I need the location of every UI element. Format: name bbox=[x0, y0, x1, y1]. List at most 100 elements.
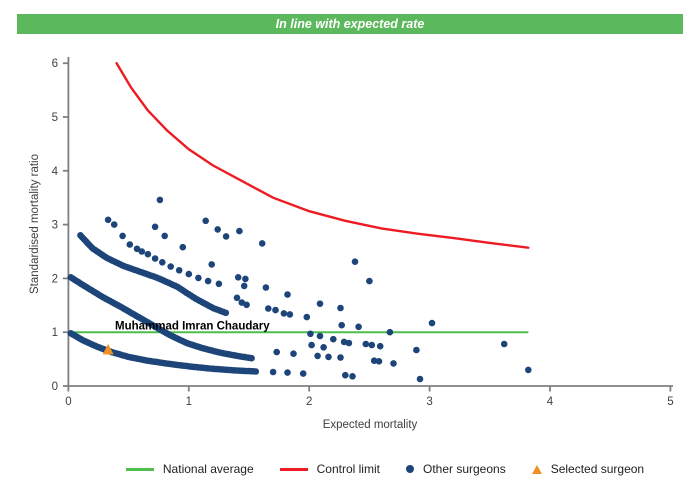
control-limit-line-icon bbox=[279, 467, 308, 471]
surgeon-point[interactable] bbox=[390, 360, 397, 367]
status-banner: In line with expected rate bbox=[17, 14, 683, 34]
surgeon-point[interactable] bbox=[345, 339, 353, 347]
surgeon-point[interactable] bbox=[386, 328, 394, 336]
y-tick-label: 3 bbox=[52, 220, 58, 232]
surgeon-point[interactable] bbox=[330, 335, 337, 343]
surgeon-point[interactable] bbox=[233, 294, 241, 302]
surgeon-point[interactable] bbox=[236, 227, 243, 235]
selected-surgeon-marker[interactable] bbox=[102, 343, 114, 355]
surgeon-point[interactable] bbox=[214, 226, 221, 233]
surgeon-point[interactable] bbox=[376, 342, 384, 350]
surgeon-point[interactable] bbox=[195, 274, 202, 282]
surgeon-point[interactable] bbox=[252, 368, 260, 375]
legend-label: Control limit bbox=[316, 462, 380, 476]
surgeon-point[interactable] bbox=[138, 248, 146, 255]
surgeon-point[interactable] bbox=[144, 250, 152, 258]
surgeon-point[interactable] bbox=[222, 233, 230, 240]
x-tick-label: 1 bbox=[186, 396, 192, 408]
surgeon-point[interactable] bbox=[151, 223, 159, 231]
y-tick-label: 6 bbox=[52, 58, 58, 70]
surgeon-point[interactable] bbox=[204, 277, 212, 285]
other-surgeons-points[interactable] bbox=[67, 196, 532, 383]
surgeon-point[interactable] bbox=[242, 275, 249, 283]
surgeon-point[interactable] bbox=[307, 330, 314, 338]
selected-surgeon-label: Muhammad Imran Chaudary bbox=[115, 321, 270, 333]
surgeon-point[interactable] bbox=[208, 261, 215, 268]
funnel-chart: 0 1 2 3 4 5 0 1 2 3 4 5 6 Expected mortality Standardi… bbox=[29, 57, 674, 431]
legend-label: Selected surgeon bbox=[550, 462, 645, 476]
surgeon-point[interactable] bbox=[286, 311, 294, 318]
surgeon-point[interactable] bbox=[299, 370, 307, 377]
surgeon-point[interactable] bbox=[234, 274, 242, 281]
surgeon-point[interactable] bbox=[284, 291, 291, 298]
surgeon-point[interactable] bbox=[240, 282, 248, 290]
surgeon-point[interactable] bbox=[133, 245, 141, 253]
surgeon-point[interactable] bbox=[161, 232, 168, 240]
x-tick-label: 4 bbox=[547, 396, 554, 408]
surgeon-point[interactable] bbox=[320, 344, 327, 351]
surgeon-point[interactable] bbox=[316, 300, 324, 308]
surgeon-point[interactable] bbox=[269, 368, 277, 376]
surgeon-point[interactable] bbox=[262, 284, 270, 291]
legend-item-other-surgeons: Other surgeons bbox=[405, 462, 506, 476]
surgeon-point[interactable] bbox=[202, 217, 209, 225]
surgeon-point[interactable] bbox=[351, 258, 359, 266]
surgeon-point[interactable] bbox=[290, 350, 297, 358]
surgeon-point[interactable] bbox=[243, 301, 250, 309]
surgeon-point[interactable] bbox=[284, 369, 291, 376]
surgeon-point[interactable] bbox=[280, 310, 288, 317]
surgeon-point[interactable] bbox=[325, 353, 332, 361]
surgeon-point[interactable] bbox=[151, 255, 159, 262]
surgeon-point[interactable] bbox=[428, 319, 436, 327]
surgeon-point[interactable] bbox=[366, 277, 373, 285]
surgeon-point[interactable] bbox=[126, 241, 134, 248]
y-tick-label: 1 bbox=[52, 327, 58, 339]
surgeon-point[interactable] bbox=[175, 267, 183, 274]
surgeon-point[interactable] bbox=[316, 332, 324, 340]
surgeon-point[interactable] bbox=[159, 259, 166, 266]
legend-label: Other surgeons bbox=[422, 462, 506, 476]
surgeon-point[interactable] bbox=[222, 309, 230, 317]
surgeon-point[interactable] bbox=[179, 243, 187, 251]
y-tick-label: 5 bbox=[52, 112, 58, 124]
surgeon-point[interactable] bbox=[375, 358, 383, 365]
surgeon-point[interactable] bbox=[303, 313, 311, 321]
surgeon-point[interactable] bbox=[355, 323, 362, 331]
surgeon-point[interactable] bbox=[308, 341, 315, 349]
selected-surgeon-triangle-icon bbox=[531, 464, 542, 474]
y-tick-label: 4 bbox=[52, 166, 59, 178]
surgeon-point[interactable] bbox=[500, 340, 508, 348]
surgeon-point[interactable] bbox=[314, 352, 321, 360]
surgeon-point[interactable] bbox=[185, 270, 193, 278]
tick-labels: 0 1 2 3 4 5 0 1 2 3 4 5 6 bbox=[52, 58, 674, 408]
surgeon-point[interactable] bbox=[349, 373, 356, 380]
surgeon-point[interactable] bbox=[273, 348, 281, 356]
surgeon-point[interactable] bbox=[337, 304, 344, 312]
x-axis-title: Expected mortality bbox=[323, 419, 418, 431]
surgeon-point[interactable] bbox=[265, 305, 272, 312]
legend-label: National average bbox=[162, 462, 254, 476]
surgeon-point[interactable] bbox=[248, 354, 255, 362]
surgeon-point[interactable] bbox=[167, 263, 174, 270]
surgeon-point[interactable] bbox=[342, 371, 349, 379]
surgeon-point[interactable] bbox=[110, 221, 118, 228]
surgeon-point[interactable] bbox=[337, 354, 344, 361]
surgeon-point[interactable] bbox=[156, 196, 164, 204]
surgeon-point[interactable] bbox=[413, 346, 420, 354]
legend-item-selected-surgeon: Selected surgeon bbox=[531, 462, 645, 476]
y-axis-title: Standardised mortality ratio bbox=[29, 154, 41, 294]
surgeon-point[interactable] bbox=[416, 375, 424, 383]
legend-item-national-average: National average bbox=[125, 462, 254, 476]
y-tick-label: 2 bbox=[52, 273, 58, 285]
surgeon-point[interactable] bbox=[370, 357, 378, 365]
surgeon-point[interactable] bbox=[258, 240, 266, 247]
surgeon-point[interactable] bbox=[104, 216, 112, 224]
surgeon-point[interactable] bbox=[338, 321, 346, 329]
surgeon-point[interactable] bbox=[368, 341, 376, 349]
surgeon-point[interactable] bbox=[119, 232, 126, 240]
surgeon-point[interactable] bbox=[362, 340, 370, 348]
surgeon-point[interactable] bbox=[525, 366, 532, 374]
surgeon-point[interactable] bbox=[215, 280, 223, 288]
surgeon-point[interactable] bbox=[272, 306, 279, 314]
